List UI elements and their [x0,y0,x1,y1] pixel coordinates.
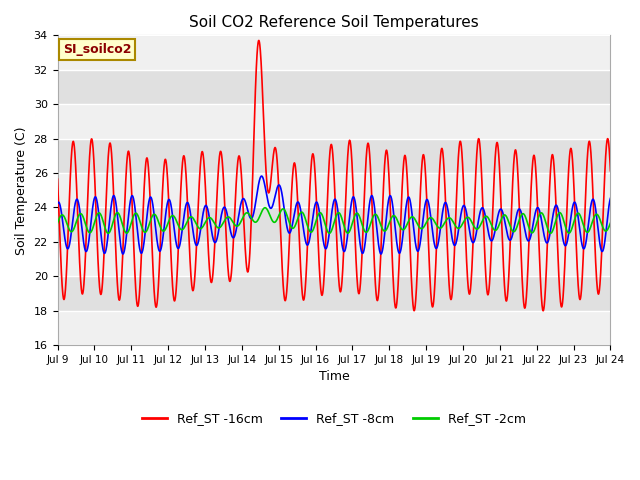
Y-axis label: Soil Temperature (C): Soil Temperature (C) [15,126,28,254]
X-axis label: Time: Time [319,371,349,384]
Bar [58,139,611,173]
Bar [58,36,611,70]
Title: Soil CO2 Reference Soil Temperatures: Soil CO2 Reference Soil Temperatures [189,15,479,30]
Bar [58,104,611,139]
Bar [58,276,611,311]
Bar [58,311,611,345]
Bar [58,70,611,104]
Legend: Ref_ST -16cm, Ref_ST -8cm, Ref_ST -2cm: Ref_ST -16cm, Ref_ST -8cm, Ref_ST -2cm [137,407,531,430]
Bar [58,242,611,276]
Bar [58,173,611,207]
Bar [58,207,611,242]
Text: SI_soilco2: SI_soilco2 [63,43,132,56]
